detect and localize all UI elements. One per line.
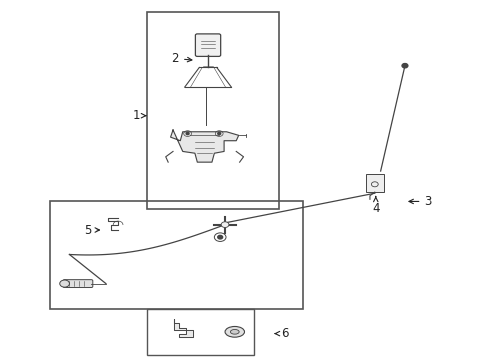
Circle shape (60, 280, 69, 287)
Circle shape (186, 132, 189, 135)
Text: 3: 3 (408, 195, 431, 208)
Ellipse shape (230, 329, 239, 334)
Ellipse shape (224, 327, 244, 337)
FancyBboxPatch shape (195, 34, 220, 57)
Bar (366, 174, 383, 192)
Bar (147, 12, 278, 208)
Circle shape (217, 235, 222, 239)
FancyBboxPatch shape (63, 280, 93, 288)
Text: 6: 6 (274, 327, 288, 340)
Bar (147, 309, 254, 355)
Text: 1: 1 (132, 109, 146, 122)
Text: 5: 5 (84, 224, 99, 237)
Text: 4: 4 (371, 197, 379, 215)
Polygon shape (170, 130, 238, 162)
Circle shape (221, 222, 228, 228)
Bar (50, 202, 302, 309)
Circle shape (217, 132, 220, 135)
Polygon shape (174, 319, 193, 337)
Text: 2: 2 (171, 52, 191, 65)
Circle shape (401, 64, 407, 68)
